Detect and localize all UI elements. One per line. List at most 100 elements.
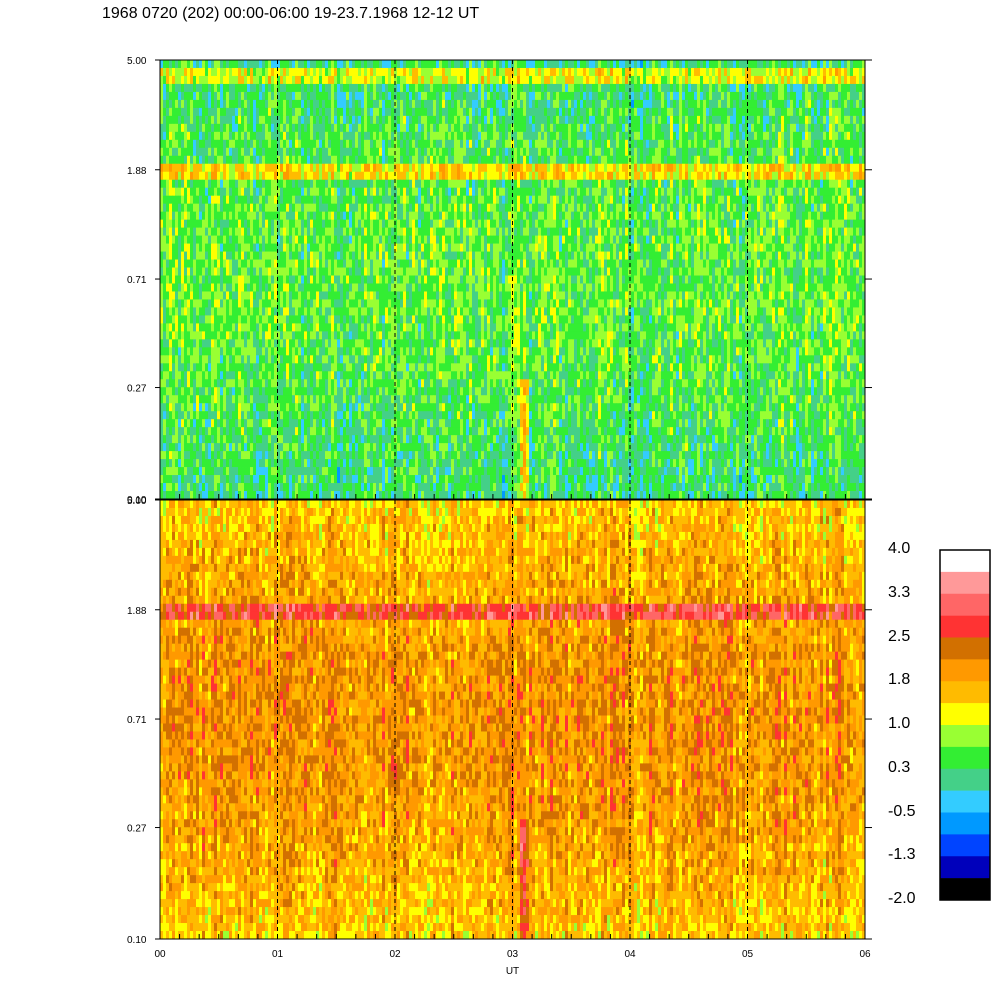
heatmap-cell — [667, 219, 671, 229]
heatmap-cell — [388, 67, 392, 77]
heatmap-cell — [358, 75, 362, 85]
heatmap-cell — [697, 107, 701, 117]
heatmap-cell — [523, 60, 527, 69]
heatmap-cell — [502, 171, 506, 181]
heatmap-cell — [484, 67, 488, 77]
heatmap-cell — [475, 75, 479, 85]
heatmap-cell — [235, 83, 239, 93]
heatmap-cell — [520, 60, 524, 69]
heatmap-cell — [667, 123, 671, 133]
heatmap-cell — [520, 171, 524, 181]
heatmap-cell — [805, 131, 809, 141]
heatmap-cell — [838, 67, 842, 77]
heatmap-cell — [316, 131, 320, 141]
heatmap-cell — [298, 227, 302, 236]
heatmap-cell — [502, 115, 506, 125]
heatmap-cell — [715, 131, 719, 141]
heatmap-cell — [820, 203, 824, 213]
heatmap-cell — [358, 187, 362, 197]
heatmap-cell — [577, 219, 581, 229]
heatmap-cell — [241, 139, 245, 149]
heatmap-cell — [295, 155, 299, 165]
heatmap-cell — [784, 155, 788, 165]
heatmap-cell — [817, 139, 821, 149]
heatmap-cell — [517, 219, 521, 229]
heatmap-cell — [529, 155, 533, 165]
heatmap-cell — [433, 179, 437, 189]
heatmap-cell — [832, 155, 836, 165]
heatmap-cell — [856, 187, 860, 197]
heatmap-cell — [415, 75, 419, 85]
heatmap-cell — [331, 131, 335, 141]
heatmap-cell — [373, 171, 377, 181]
heatmap-cell — [715, 211, 719, 221]
heatmap-cell — [607, 131, 611, 141]
heatmap-cell — [682, 60, 686, 69]
heatmap-cell — [586, 123, 590, 133]
heatmap-cell — [169, 211, 173, 221]
heatmap-cell — [301, 147, 305, 157]
heatmap-cell — [361, 91, 365, 101]
heatmap-cell — [658, 211, 662, 221]
heatmap-cell — [622, 139, 626, 149]
heatmap-cell — [382, 163, 386, 173]
heatmap-cell — [730, 67, 734, 77]
heatmap-cell — [514, 99, 518, 109]
heatmap-cell — [235, 60, 239, 69]
heatmap-cell — [412, 123, 416, 133]
heatmap-cell — [316, 83, 320, 93]
heatmap-cell — [460, 67, 464, 77]
heatmap-cell — [253, 211, 257, 221]
heatmap-cell — [355, 211, 359, 221]
heatmap-cell — [418, 131, 422, 141]
heatmap-cell — [676, 211, 680, 221]
heatmap-cell — [343, 99, 347, 109]
heatmap-cell — [532, 75, 536, 85]
heatmap-cell — [826, 60, 830, 69]
heatmap-cell — [268, 179, 272, 189]
heatmap-cell — [397, 171, 401, 181]
heatmap-cell — [619, 171, 623, 181]
heatmap-cell — [811, 203, 815, 213]
heatmap-cell — [487, 115, 491, 125]
heatmap-cell — [364, 187, 368, 197]
heatmap-cell — [523, 163, 527, 173]
heatmap-cell — [322, 123, 326, 133]
heatmap-cell — [631, 219, 635, 229]
heatmap-cell — [739, 219, 743, 229]
heatmap-cell — [412, 171, 416, 181]
heatmap-cell — [775, 171, 779, 181]
heatmap-cell — [808, 99, 812, 109]
heatmap-cell — [772, 187, 776, 197]
heatmap-cell — [505, 91, 509, 101]
heatmap-cell — [379, 107, 383, 117]
heatmap-cell — [382, 60, 386, 69]
heatmap-cell — [406, 147, 410, 157]
heatmap-cell — [832, 179, 836, 189]
heatmap-cell — [466, 195, 470, 205]
heatmap-cell — [454, 211, 458, 221]
heatmap-cell — [607, 171, 611, 181]
heatmap-cell — [751, 99, 755, 109]
heatmap-cell — [613, 163, 617, 173]
heatmap-cell — [340, 147, 344, 157]
heatmap-cell — [796, 115, 800, 125]
heatmap-cell — [793, 163, 797, 173]
heatmap-cell — [232, 171, 236, 181]
heatmap-cell — [583, 91, 587, 101]
heatmap-cell — [181, 179, 185, 189]
heatmap-cell — [319, 195, 323, 205]
heatmap-cell — [718, 155, 722, 165]
heatmap-cell — [166, 187, 170, 197]
heatmap-cell — [346, 219, 350, 229]
heatmap-cell — [556, 67, 560, 77]
heatmap-cell — [709, 195, 713, 205]
heatmap-cell — [637, 83, 641, 93]
heatmap-cell — [562, 107, 566, 117]
heatmap-cell — [760, 187, 764, 197]
heatmap-cell — [340, 115, 344, 125]
heatmap-cell — [520, 187, 524, 197]
heatmap-cell — [457, 107, 461, 117]
heatmap-cell — [838, 75, 842, 85]
heatmap-cell — [649, 139, 653, 149]
